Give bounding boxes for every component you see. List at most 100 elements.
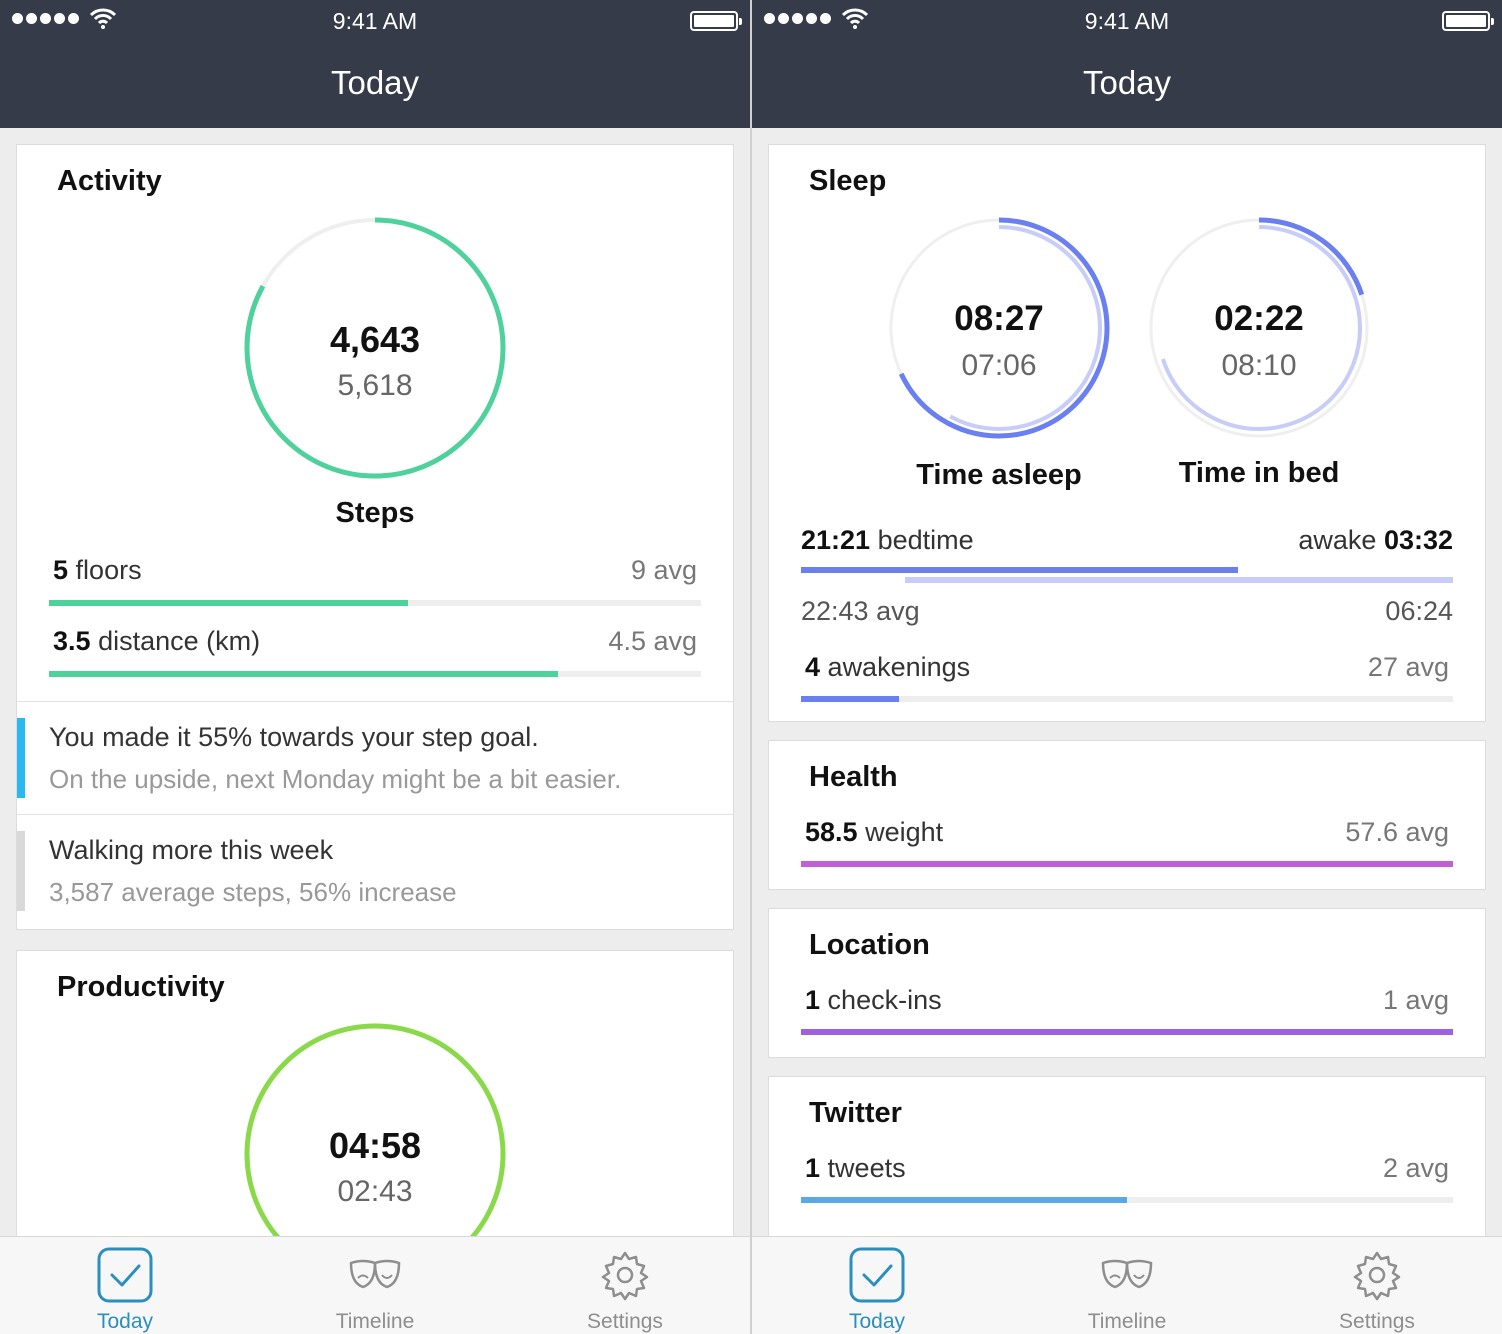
productivity-avg: 02:43 — [337, 1175, 413, 1208]
twitter-title: Twitter — [809, 1097, 902, 1129]
awake-label: awake — [1298, 525, 1377, 555]
tab-settings[interactable]: Settings — [1252, 1237, 1502, 1334]
page-title: Today — [1082, 64, 1172, 101]
distance-bar — [49, 671, 701, 677]
productivity-title: Productivity — [57, 971, 225, 1003]
awakenings-label: awakenings — [827, 652, 971, 682]
weight-bar-fill — [801, 861, 1453, 867]
floors-bar-fill — [49, 600, 408, 606]
weight-bar — [801, 861, 1453, 867]
tab-timeline[interactable]: Timeline — [1002, 1237, 1252, 1334]
steps-value: 4,643 — [329, 319, 421, 360]
insight-title: Walking more this week — [49, 835, 334, 865]
checkmark-icon — [849, 1247, 905, 1303]
weight-value: 58.5 — [805, 817, 858, 847]
tab-today[interactable]: Today — [752, 1237, 1002, 1334]
tab-bar: Today Timeline Settings — [0, 1236, 750, 1334]
tweets-bar — [801, 1197, 1453, 1203]
asleep-avg: 07:06 — [961, 349, 1037, 382]
steps-ring-progress — [244, 217, 506, 479]
bedtime-value: 21:21 — [801, 525, 871, 555]
screen-divider — [750, 0, 752, 1334]
health-title: Health — [809, 761, 898, 793]
insight-walking[interactable]: Walking more this week 3,587 average ste… — [17, 814, 733, 931]
tweets-label: tweets — [827, 1153, 906, 1183]
checkins-bar — [801, 1029, 1453, 1035]
in-bed-progress-arc — [1148, 217, 1370, 439]
weight-row: 58.5 weight 57.6 avg — [805, 817, 1449, 857]
distance-value: 3.5 — [53, 626, 91, 656]
floors-row: 5 floors 9 avg — [53, 555, 697, 595]
awakenings-avg: 27 avg — [1367, 652, 1449, 682]
distance-avg: 4.5 avg — [608, 626, 697, 656]
awakenings-bar-fill — [801, 696, 899, 702]
insight-detail: 3,587 average steps, 56% increase — [49, 877, 457, 907]
sleep-card[interactable]: Sleep 08:27 07:06 Time asleep 02:22 08:1… — [768, 144, 1486, 722]
signal-icon — [12, 13, 79, 24]
insight-accent — [17, 718, 25, 798]
asleep-progress-arc — [888, 217, 1110, 439]
tweets-value: 1 — [805, 1153, 821, 1183]
avg-awake: 06:24 — [1385, 596, 1453, 626]
checkins-label: check-ins — [827, 985, 942, 1015]
tab-label: Timeline — [335, 1310, 415, 1333]
checkins-bar-fill — [801, 1029, 1453, 1035]
avg-bedtime-bar — [905, 577, 1453, 583]
time-in-bed-label: Time in bed — [1178, 457, 1340, 489]
insight-title: You made it 55% towards your step goal. — [49, 722, 539, 752]
insight-detail: On the upside, next Monday might be a bi… — [49, 764, 622, 794]
gear-icon — [1353, 1251, 1401, 1301]
checkins-value: 1 — [805, 985, 821, 1015]
location-title: Location — [809, 929, 930, 961]
checkins-avg: 1 avg — [1382, 985, 1449, 1015]
steps-label: Steps — [335, 497, 415, 529]
floors-label: floors — [75, 555, 142, 585]
theater-masks-icon — [1101, 1259, 1153, 1289]
time-in-bed-ring: 02:22 08:10 — [1148, 217, 1370, 439]
productivity-card[interactable]: Productivity 04:58 02:43 — [16, 950, 734, 1285]
page-title: Today — [330, 64, 420, 101]
theater-masks-icon — [349, 1259, 401, 1289]
floors-value: 5 — [53, 555, 69, 585]
location-card[interactable]: Location 1 check-ins 1 avg — [768, 908, 1486, 1058]
distance-bar-fill — [49, 671, 558, 677]
steps-avg: 5,618 — [337, 369, 413, 402]
tab-label: Settings — [587, 1310, 663, 1333]
avg-bedtime: 22:43 avg — [801, 596, 920, 626]
health-card[interactable]: Health 58.5 weight 57.6 avg — [768, 740, 1486, 890]
tab-today[interactable]: Today — [0, 1237, 250, 1334]
insight-step-goal[interactable]: You made it 55% towards your step goal. … — [17, 701, 733, 814]
tab-label: Today — [848, 1310, 906, 1333]
awakenings-value: 4 — [805, 652, 821, 682]
floors-bar — [49, 600, 701, 606]
battery-icon — [1442, 11, 1494, 31]
nav-header: 9:41 AM Today — [752, 0, 1502, 128]
checkins-row: 1 check-ins 1 avg — [805, 985, 1449, 1025]
tab-label: Timeline — [1087, 1310, 1167, 1333]
tweets-avg: 2 avg — [1382, 1153, 1449, 1183]
tab-bar: Today Timeline Settings — [752, 1236, 1502, 1334]
weight-label: weight — [865, 817, 944, 847]
tweets-bar-fill — [801, 1197, 1127, 1203]
bedtime-bar — [801, 567, 1238, 573]
asleep-avg-arc — [896, 225, 1102, 431]
activity-title: Activity — [57, 165, 162, 197]
steps-ring: 4,643 5,618 — [244, 217, 506, 479]
wifi-icon — [842, 8, 868, 29]
awakenings-bar — [801, 696, 1453, 702]
tab-label: Today — [96, 1310, 154, 1333]
screen-right: 9:41 AM Today Sleep 08:27 07:06 Time asl… — [752, 0, 1502, 1334]
status-bar: 9:41 AM — [0, 0, 750, 40]
status-time: 9:41 AM — [1084, 8, 1170, 34]
time-asleep-label: Time asleep — [916, 459, 1082, 491]
awakenings-row: 4 awakenings 27 avg — [805, 652, 1449, 692]
status-time: 9:41 AM — [332, 8, 418, 34]
tab-settings[interactable]: Settings — [500, 1237, 750, 1334]
activity-card[interactable]: Activity 4,643 5,618 Steps 5 floors 9 av… — [16, 144, 734, 930]
tab-timeline[interactable]: Timeline — [250, 1237, 500, 1334]
battery-icon — [690, 11, 742, 31]
status-bar: 9:41 AM — [752, 0, 1502, 40]
asleep-value: 08:27 — [954, 299, 1044, 338]
bedtime-label: bedtime — [877, 525, 974, 555]
nav-header: 9:41 AM Today — [0, 0, 750, 128]
